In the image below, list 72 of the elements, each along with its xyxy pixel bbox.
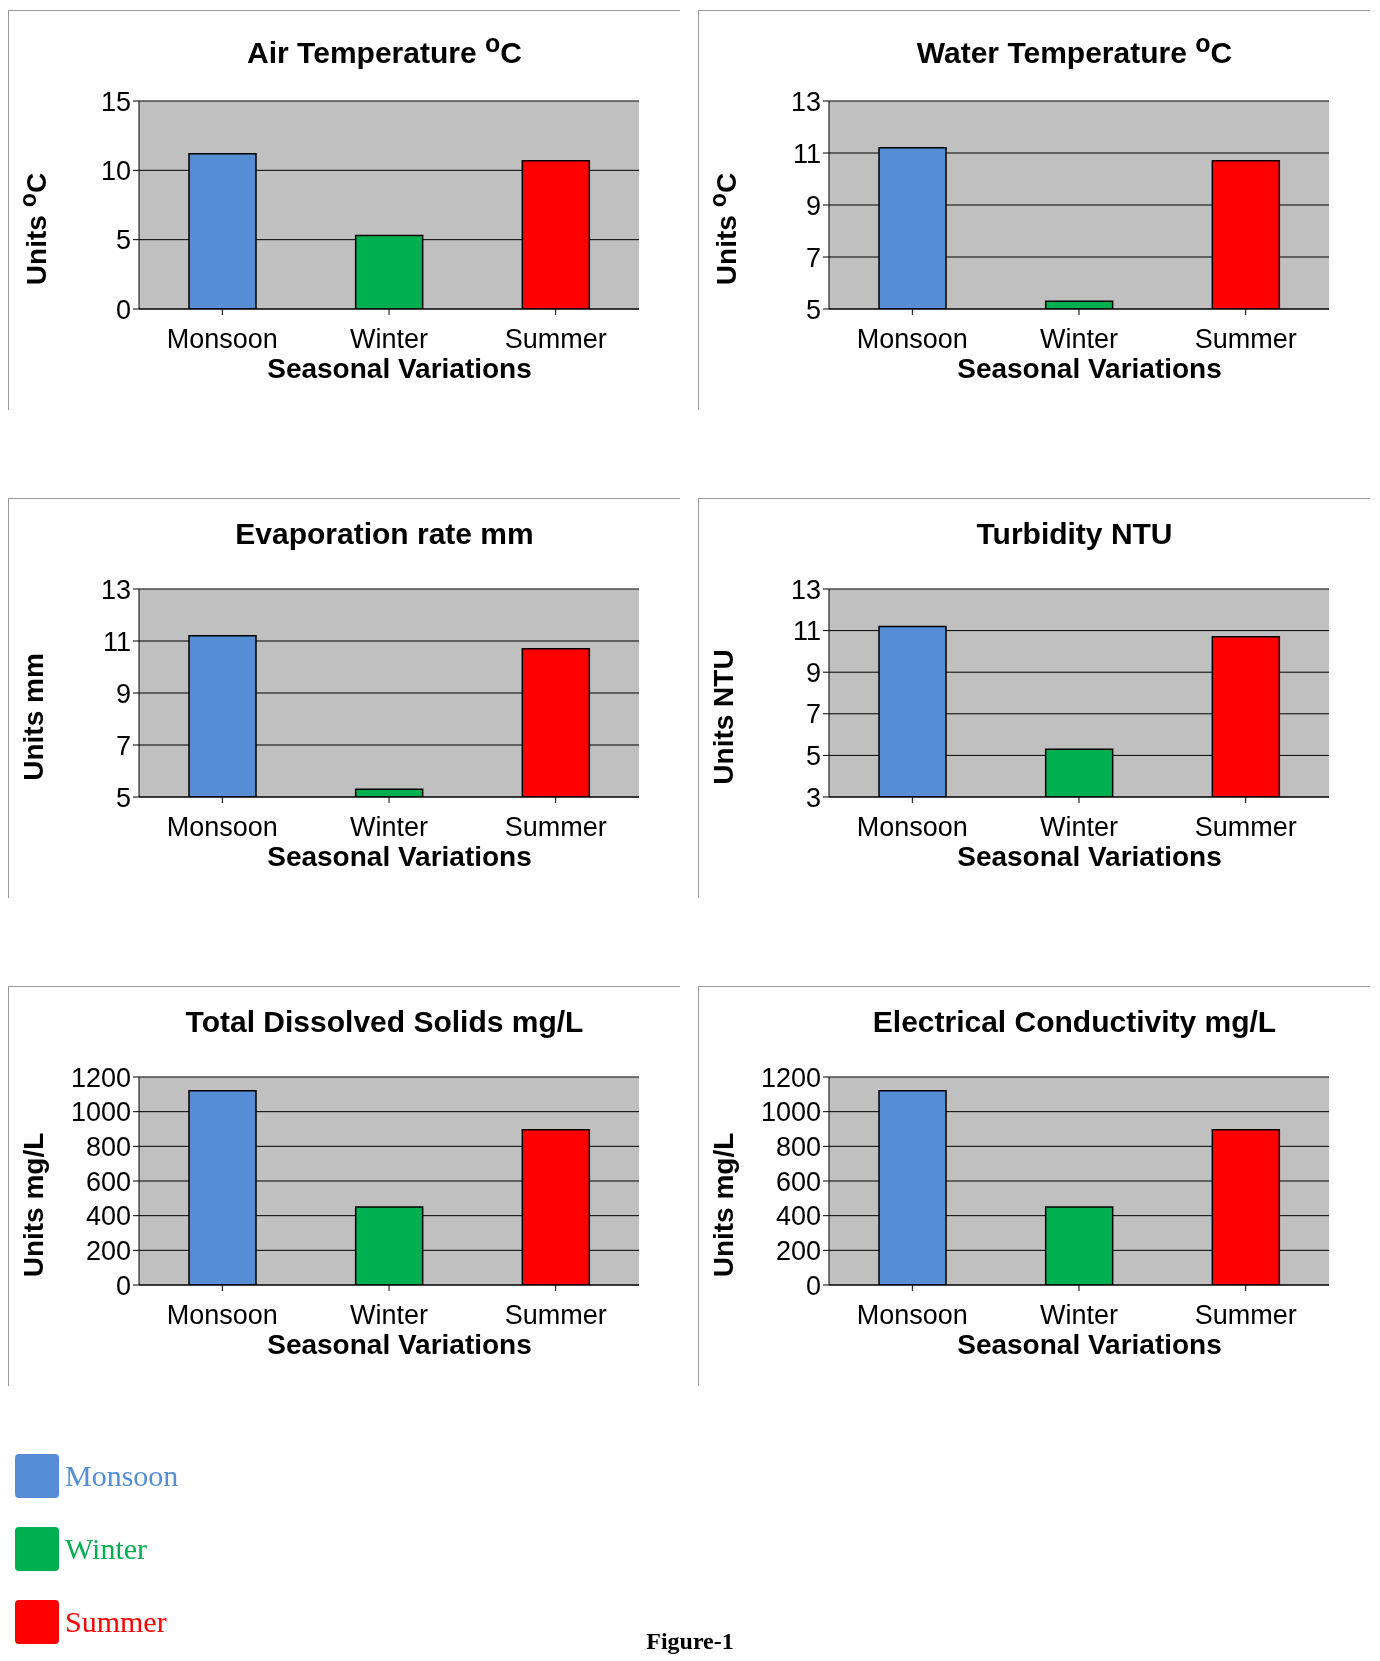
x-axis-title: Seasonal Variations <box>957 1329 1222 1360</box>
y-tick-label: 9 <box>805 657 821 688</box>
y-tick-label: 15 <box>100 86 131 117</box>
y-tick-label: 600 <box>775 1166 821 1197</box>
y-tick-label: 11 <box>792 616 821 647</box>
x-tick-label: Summer <box>504 1300 607 1331</box>
x-axis-title: Seasonal Variations <box>267 1329 532 1360</box>
x-axis-title: Seasonal Variations <box>267 353 532 384</box>
x-tick-label: Summer <box>504 324 607 355</box>
y-tick-label: 9 <box>115 678 131 709</box>
y-tick-label: 5 <box>805 294 821 325</box>
x-tick-label: Monsoon <box>856 1300 968 1331</box>
y-tick-label: 1200 <box>70 1062 131 1093</box>
y-tick-label: 0 <box>115 1270 131 1301</box>
legend-label: Monsoon <box>65 1458 179 1493</box>
y-tick-label: 5 <box>115 225 131 256</box>
x-tick-label: Summer <box>1194 812 1297 843</box>
x-axis-title: Seasonal Variations <box>267 841 532 872</box>
y-tick-label: 7 <box>115 730 131 761</box>
y-tick-label: 11 <box>792 138 821 169</box>
y-tick-label: 13 <box>790 86 821 117</box>
x-tick-label: Winter <box>1039 1300 1119 1331</box>
y-tick-label: 9 <box>805 190 821 221</box>
x-tick-label: Winter <box>1039 812 1119 843</box>
legend-label: Summer <box>65 1604 167 1639</box>
y-axis-title: Units mg/L <box>708 1132 739 1278</box>
chart-title: Turbidity NTU <box>976 517 1173 550</box>
x-tick-label: Monsoon <box>166 1300 278 1331</box>
y-tick-label: 5 <box>115 782 131 813</box>
x-tick-label: Monsoon <box>856 324 968 355</box>
x-tick-label: Winter <box>349 1300 429 1331</box>
text: Figure-1 <box>646 1628 734 1654</box>
x-tick-label: Winter <box>1039 324 1119 355</box>
y-tick-label: 400 <box>85 1201 131 1232</box>
y-tick-label: 200 <box>85 1235 131 1266</box>
y-tick-label: 400 <box>775 1201 821 1232</box>
x-tick-label: Winter <box>349 812 429 843</box>
y-tick-label: 7 <box>805 242 821 273</box>
y-tick-label: 7 <box>805 699 821 730</box>
chart-title: Air Temperature $^{o}$C <box>247 29 522 69</box>
x-tick-label: Summer <box>1194 1300 1297 1331</box>
x-tick-label: Summer <box>1194 324 1297 355</box>
y-tick-label: 5 <box>805 740 821 771</box>
y-tick-label: 800 <box>85 1131 131 1162</box>
y-axis-title: Units mm <box>18 653 49 781</box>
y-tick-label: 10 <box>100 155 131 186</box>
x-tick-label: Monsoon <box>856 812 968 843</box>
y-tick-label: 1200 <box>760 1062 821 1093</box>
y-tick-label: 0 <box>115 294 131 325</box>
chart-title: Electrical Conductivity mg/L <box>872 1005 1277 1038</box>
y-tick-label: 0 <box>805 1270 821 1301</box>
x-tick-label: Summer <box>504 812 607 843</box>
x-axis-title: Seasonal Variations <box>957 841 1222 872</box>
y-tick-label: 1000 <box>70 1097 131 1128</box>
y-tick-label: 600 <box>85 1166 131 1197</box>
y-tick-label: 1000 <box>760 1097 821 1128</box>
y-tick-label: 11 <box>102 626 131 657</box>
y-axis-title: Units NTU <box>708 649 739 785</box>
y-tick-label: 3 <box>805 782 821 813</box>
legend-label: Winter <box>65 1531 148 1566</box>
y-tick-label: 13 <box>790 574 821 605</box>
y-axis-title: Units mg/L <box>18 1132 49 1278</box>
x-tick-label: Monsoon <box>166 324 278 355</box>
chart-title: Total Dissolved Solids mg/L <box>185 1005 584 1038</box>
chart-title: Water Temperature $^{o}$C <box>916 29 1233 69</box>
y-tick-label: 800 <box>775 1131 821 1162</box>
x-axis-title: Seasonal Variations <box>957 353 1222 384</box>
x-tick-label: Monsoon <box>166 812 278 843</box>
y-tick-label: 200 <box>775 1235 821 1266</box>
x-tick-label: Winter <box>349 324 429 355</box>
chart-title: Evaporation rate mm <box>235 517 534 550</box>
y-tick-label: 13 <box>100 574 131 605</box>
